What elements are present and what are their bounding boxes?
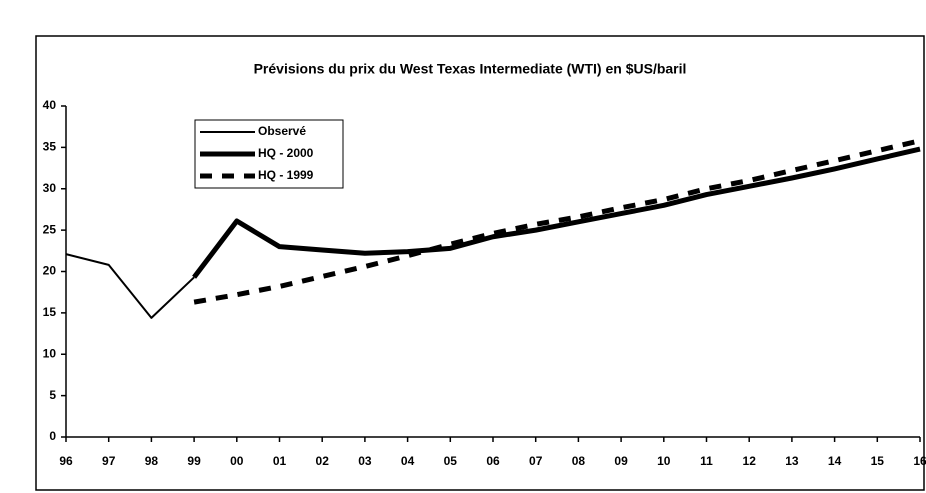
chart-title: Prévisions du prix du West Texas Interme… [254,61,687,77]
x-tick-label: 06 [486,454,500,468]
x-tick-label: 00 [230,454,244,468]
y-tick-label: 15 [43,305,57,319]
x-tick-label: 09 [614,454,628,468]
x-tick-label: 04 [401,454,415,468]
x-tick-label: 02 [316,454,330,468]
legend-label: Observé [258,124,306,138]
y-tick-label: 40 [43,98,57,112]
x-tick-label: 05 [444,454,458,468]
y-tick-label: 10 [43,346,57,360]
x-tick-label: 03 [358,454,372,468]
x-tick-label: 98 [145,454,159,468]
series-line [193,138,921,305]
x-tick-label: 15 [871,454,885,468]
x-tick-label: 13 [785,454,799,468]
x-tick-label: 08 [572,454,586,468]
x-tick-label: 96 [59,454,73,468]
x-tick-label: 01 [273,454,287,468]
x-tick-label: 10 [657,454,671,468]
x-tick-label: 07 [529,454,543,468]
y-tick-label: 20 [43,264,57,278]
x-tick-label: 97 [102,454,116,468]
x-tick-label: 14 [828,454,842,468]
legend-label: HQ - 1999 [258,168,314,182]
chart-frame [35,35,925,491]
y-tick-label: 30 [43,181,57,195]
x-tick-label: 16 [913,454,926,468]
x-tick-label: 11 [700,454,713,468]
x-tick-label: 12 [743,454,757,468]
x-tick-label: 99 [187,454,201,468]
y-tick-label: 0 [49,429,56,443]
legend-label: HQ - 2000 [258,146,314,160]
series-line [65,253,195,319]
y-tick-label: 35 [43,140,57,154]
series-line [192,146,921,279]
y-tick-label: 25 [43,222,57,236]
y-tick-label: 5 [49,388,56,402]
